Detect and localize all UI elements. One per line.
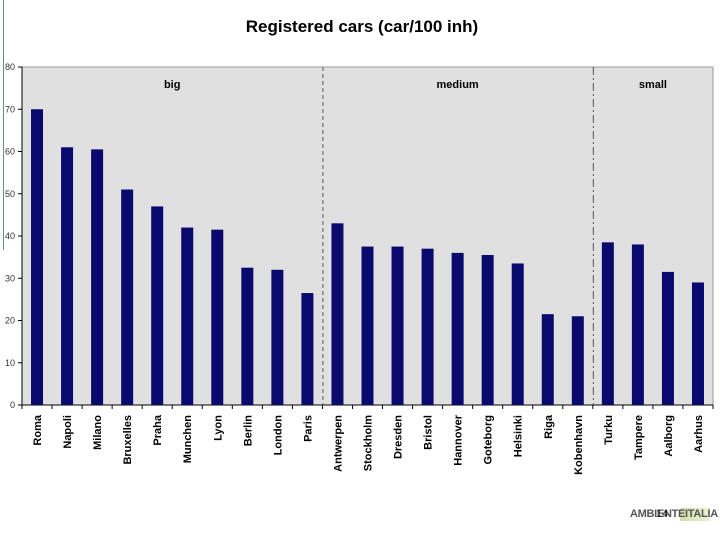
category-label-turku: Turku	[603, 415, 615, 445]
y-tick-label: 10	[5, 358, 15, 368]
bar-antwerpen	[331, 223, 344, 405]
y-tick-label: 20	[5, 316, 15, 326]
bar-napoli	[61, 147, 74, 405]
category-label-antwerpen: Antwerpen	[332, 415, 344, 472]
category-label-paris: Paris	[302, 415, 314, 442]
logo-text: AMBIENTEITALIA	[630, 508, 718, 520]
category-label-milano: Milano	[92, 415, 104, 450]
category-label-stockholm: Stockholm	[363, 415, 375, 471]
y-tick-label: 60	[5, 147, 15, 157]
logo-accent	[680, 508, 710, 521]
group-label-small: small	[639, 79, 667, 91]
group-label-medium: medium	[437, 79, 479, 91]
bar-lyon	[211, 229, 224, 405]
bar-helsinki	[511, 263, 524, 405]
group-label-big: big	[164, 79, 181, 91]
plot-area: 0 10 20 30 40 50 60 70 80 big medium small Roma Napol…	[5, 62, 714, 475]
category-label-riga: Riga	[543, 414, 555, 439]
bar-london	[271, 269, 284, 405]
bar-aarhus	[691, 282, 704, 405]
category-label-bristol: Bristol	[423, 415, 435, 450]
bar-riga	[541, 314, 554, 405]
category-label-praha: Praha	[152, 414, 164, 445]
category-label-dresden: Dresden	[393, 415, 405, 459]
y-tick-label: 70	[5, 104, 15, 114]
bar-milano	[91, 149, 104, 405]
category-label-lyon: Lyon	[212, 415, 224, 441]
y-tick-label: 50	[5, 189, 15, 199]
bar-stockholm	[361, 246, 374, 405]
y-tick-label: 80	[5, 62, 15, 72]
category-label-roma: Roma	[32, 414, 44, 445]
y-tick-label: 0	[10, 400, 15, 410]
category-label-london: London	[272, 415, 284, 456]
category-label-aarhus: Aarhus	[693, 415, 705, 453]
category-label-bruxelles: Bruxelles	[122, 415, 134, 465]
y-tick-label: 30	[5, 273, 15, 283]
bar-berlin	[241, 267, 254, 405]
category-label-kobenhavn: Kobenhavn	[573, 415, 585, 475]
bar-turku	[601, 242, 614, 405]
category-label-munchen: Munchen	[182, 415, 194, 464]
category-label-aalborg: Aalborg	[663, 415, 675, 457]
bar-praha	[151, 206, 164, 405]
bar-munchen	[181, 227, 194, 405]
category-label-berlin: Berlin	[242, 415, 254, 446]
category-label-napoli: Napoli	[62, 415, 74, 449]
bar-bruxelles	[121, 189, 134, 405]
page-number: 14	[656, 508, 669, 520]
category-label-helsinki: Helsinki	[513, 415, 525, 457]
bar-hannover	[451, 252, 464, 405]
bar-goteborg	[481, 255, 494, 405]
bar-paris	[301, 293, 314, 405]
ambienteitalia-logo: AMBIENTEITALIA	[630, 508, 718, 526]
category-label-hannover: Hannover	[453, 414, 465, 465]
bar-tampere	[631, 244, 644, 405]
chart-title: Registered cars (car/100 inh)	[245, 17, 479, 36]
bar-roma	[31, 109, 44, 405]
bar-kobenhavn	[571, 316, 584, 405]
category-label-goteborg: Goteborg	[483, 415, 495, 465]
bar-bristol	[421, 248, 434, 405]
bar-aalborg	[661, 271, 674, 405]
category-label-tampere: Tampere	[633, 415, 645, 460]
left-margin-rule	[3, 0, 4, 250]
y-tick-label: 40	[5, 231, 15, 241]
bar-dresden	[391, 246, 404, 405]
